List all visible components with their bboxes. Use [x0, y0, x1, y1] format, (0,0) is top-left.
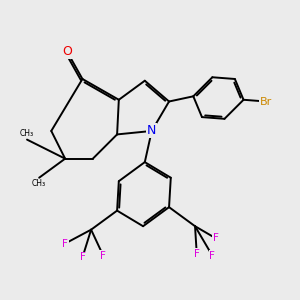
Text: CH₃: CH₃ [32, 179, 46, 188]
Text: N: N [147, 124, 156, 137]
Text: F: F [213, 233, 219, 243]
Text: Br: Br [260, 97, 272, 106]
Text: F: F [194, 249, 200, 259]
Text: F: F [209, 251, 215, 261]
Text: F: F [100, 251, 106, 261]
Text: CH₃: CH₃ [20, 129, 34, 138]
Text: O: O [62, 45, 72, 58]
Text: F: F [62, 238, 68, 248]
Text: F: F [80, 252, 85, 262]
